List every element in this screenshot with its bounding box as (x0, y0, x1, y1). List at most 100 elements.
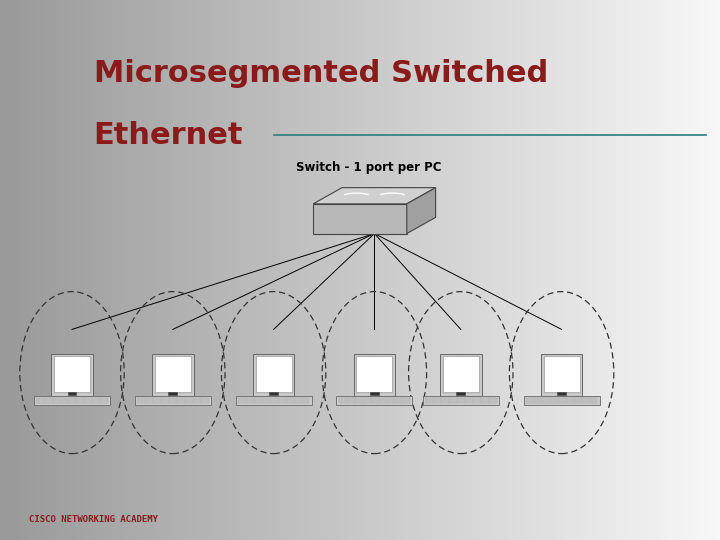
Bar (328, 0, 331, 540)
Bar (144, 0, 148, 540)
Bar (259, 0, 263, 540)
Bar (187, 0, 191, 540)
Bar (270, 0, 274, 540)
Bar (253, 354, 294, 396)
Bar (536, 0, 540, 540)
Bar (605, 0, 608, 540)
Bar (594, 0, 598, 540)
Bar (97, 0, 101, 540)
Bar (68, 392, 76, 395)
Bar (18, 0, 22, 540)
Bar (443, 0, 446, 540)
Bar (14, 0, 18, 540)
Bar (50, 0, 54, 540)
Bar (511, 0, 515, 540)
Bar (51, 354, 93, 396)
Bar (227, 0, 230, 540)
Bar (324, 0, 328, 540)
Bar (634, 0, 637, 540)
Bar (353, 0, 356, 540)
Bar (450, 0, 454, 540)
Bar (407, 0, 410, 540)
Bar (425, 0, 428, 540)
Bar (410, 0, 414, 540)
Bar (223, 0, 227, 540)
Bar (346, 0, 349, 540)
Bar (698, 0, 702, 540)
Bar (256, 356, 292, 392)
Bar (549, 400, 574, 402)
Bar (29, 0, 32, 540)
Bar (508, 0, 511, 540)
Bar (169, 0, 173, 540)
Bar (234, 0, 238, 540)
Bar (446, 0, 450, 540)
Bar (168, 396, 177, 400)
Bar (709, 0, 713, 540)
Bar (418, 0, 421, 540)
Bar (382, 0, 385, 540)
Bar (529, 0, 533, 540)
Bar (504, 0, 508, 540)
Bar (241, 0, 245, 540)
Bar (423, 396, 499, 405)
Bar (608, 0, 612, 540)
Bar (126, 0, 130, 540)
Bar (76, 0, 79, 540)
Bar (666, 0, 670, 540)
Bar (320, 0, 324, 540)
Bar (623, 0, 626, 540)
Bar (612, 0, 616, 540)
Bar (104, 0, 108, 540)
Bar (349, 0, 353, 540)
Bar (673, 0, 677, 540)
Bar (299, 0, 302, 540)
Bar (479, 0, 482, 540)
Bar (281, 0, 284, 540)
Bar (630, 0, 634, 540)
Bar (198, 0, 202, 540)
Bar (482, 0, 486, 540)
Bar (261, 400, 286, 402)
Bar (619, 0, 623, 540)
Bar (205, 0, 209, 540)
Bar (288, 0, 292, 540)
Bar (557, 392, 566, 395)
Bar (362, 400, 387, 402)
Bar (245, 0, 248, 540)
Bar (230, 0, 234, 540)
Bar (378, 0, 382, 540)
Bar (475, 0, 479, 540)
Bar (684, 0, 688, 540)
Bar (32, 0, 36, 540)
Bar (432, 0, 436, 540)
Bar (173, 0, 176, 540)
Bar (695, 0, 698, 540)
Bar (151, 0, 155, 540)
Bar (360, 0, 364, 540)
Bar (0, 0, 4, 540)
Bar (58, 0, 61, 540)
Bar (7, 0, 11, 540)
Bar (86, 0, 90, 540)
Bar (558, 0, 562, 540)
Bar (456, 392, 465, 395)
Bar (54, 356, 90, 392)
Bar (166, 0, 169, 540)
Bar (356, 356, 392, 392)
Bar (65, 0, 68, 540)
Bar (180, 0, 184, 540)
Bar (310, 0, 313, 540)
Bar (212, 0, 216, 540)
Bar (518, 0, 522, 540)
Bar (440, 354, 482, 396)
Bar (370, 396, 379, 400)
Bar (306, 0, 310, 540)
Bar (72, 0, 76, 540)
Bar (43, 0, 47, 540)
Bar (119, 0, 122, 540)
Bar (544, 0, 547, 540)
Bar (457, 0, 461, 540)
Bar (421, 0, 425, 540)
Bar (706, 0, 709, 540)
